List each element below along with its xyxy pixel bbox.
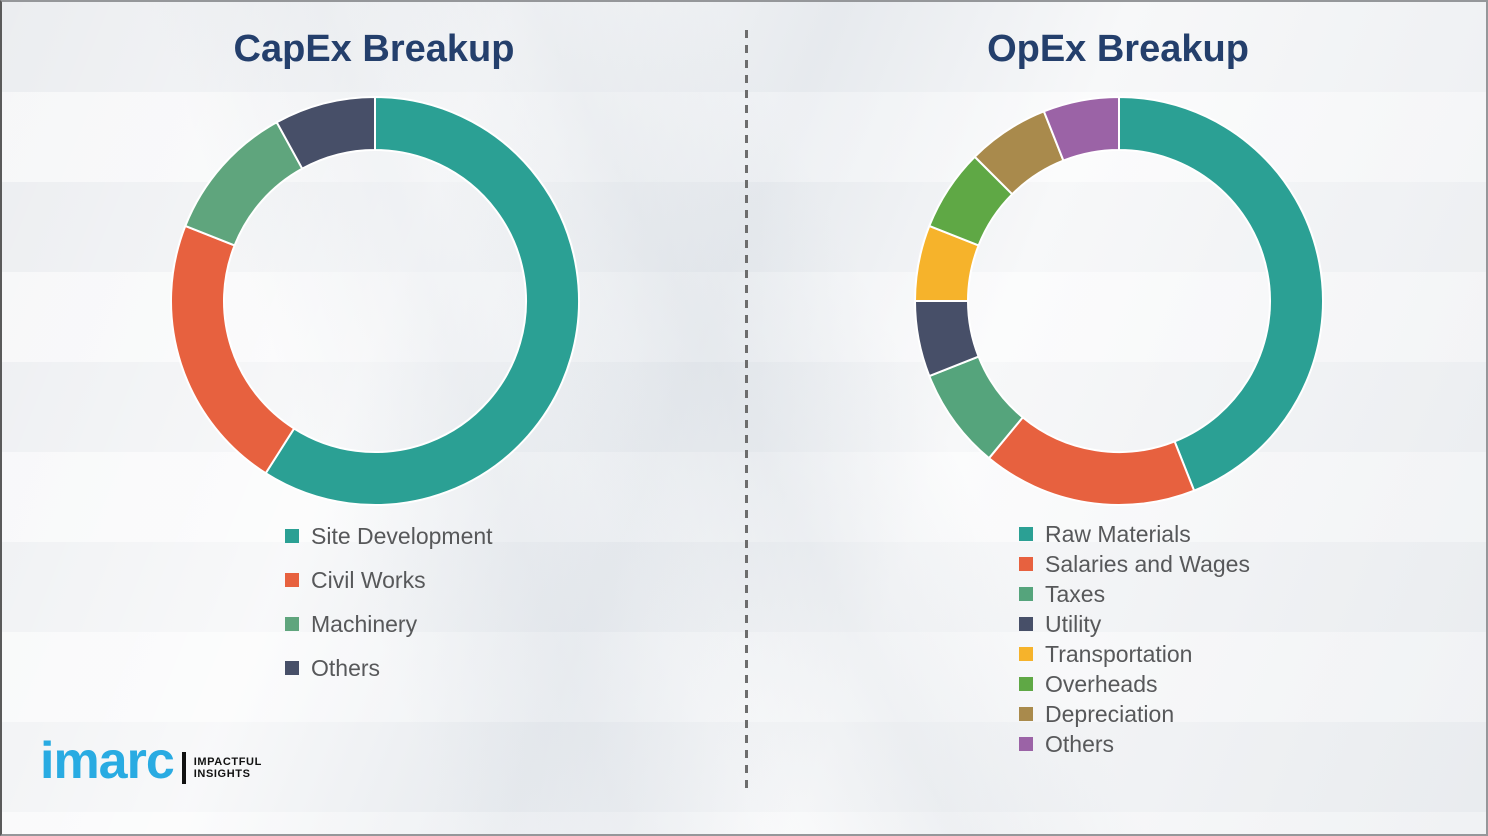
imarc-logo-tagline: IMPACTFUL INSIGHTS: [194, 756, 262, 780]
capex-donut-chart: [170, 96, 580, 506]
legend-swatch-taxes: [1019, 587, 1033, 601]
imarc-logo-tagline-line2: INSIGHTS: [193, 768, 251, 780]
capex-chart-title: CapEx Breakup: [233, 28, 515, 70]
legend-label-utility: Utility: [1045, 610, 1102, 637]
legend-item-transportation: Transportation: [1019, 639, 1250, 669]
legend-item-others: Others: [1019, 729, 1250, 759]
legend-swatch-overheads: [1019, 677, 1033, 691]
legend-label-overheads: Overheads: [1045, 670, 1158, 697]
legend-label-others: Others: [1045, 730, 1115, 757]
capex-legend: Site Development Civil Works Machinery Othe…: [285, 514, 493, 690]
legend-swatch-transportation: [1019, 647, 1033, 661]
dashed-divider: [745, 30, 748, 792]
imarc-logo: imarc IMPACTFUL INSIGHTS: [40, 735, 262, 787]
donut-segment-civil-works: [170, 224, 296, 475]
donut-segment-raw-materials: [1118, 96, 1324, 492]
legend-label-taxes: Taxes: [1045, 580, 1106, 607]
legend-label-depreciation: Depreciation: [1045, 700, 1175, 727]
donut-segment-machinery: [184, 121, 304, 247]
donut-segment-others: [275, 96, 376, 170]
legend-label-transportation: Transportation: [1045, 640, 1193, 667]
legend-item-utility: Utility: [1019, 609, 1250, 639]
legend-item-machinery: Machinery: [285, 602, 493, 646]
legend-swatch-others: [1019, 737, 1033, 751]
legend-item-taxes: Taxes: [1019, 579, 1250, 609]
donut-segment-others: [1042, 96, 1120, 162]
legend-swatch-civil-works: [285, 573, 299, 587]
donut-segment-site-development: [264, 96, 580, 506]
legend-swatch-others: [285, 661, 299, 675]
legend-item-depreciation: Depreciation: [1019, 699, 1250, 729]
legend-label-site-development: Site Development: [311, 522, 493, 549]
opex-chart-title: OpEx Breakup: [987, 28, 1249, 70]
opex-legend: Raw Materials Salaries and Wages Taxes Util…: [1019, 519, 1250, 759]
legend-swatch-salaries-and-wages: [1019, 557, 1033, 571]
opex-donut-chart: [914, 96, 1324, 506]
legend-label-machinery: Machinery: [311, 610, 418, 637]
legend-swatch-depreciation: [1019, 707, 1033, 721]
legend-swatch-raw-materials: [1019, 527, 1033, 541]
legend-item-raw-materials: Raw Materials: [1019, 519, 1250, 549]
legend-label-civil-works: Civil Works: [311, 566, 426, 593]
donut-segment-salaries-and-wages: [987, 416, 1196, 506]
legend-swatch-machinery: [285, 617, 299, 631]
legend-swatch-site-development: [285, 529, 299, 543]
legend-item-site-development: Site Development: [285, 514, 493, 558]
imarc-logo-divider-bar: [181, 752, 186, 784]
imarc-logo-wordmark: imarc: [40, 732, 175, 790]
legend-item-others: Others: [285, 646, 493, 690]
legend-label-salaries-and-wages: Salaries and Wages: [1045, 550, 1250, 577]
legend-label-others: Others: [311, 654, 381, 681]
legend-label-raw-materials: Raw Materials: [1045, 520, 1191, 547]
legend-item-overheads: Overheads: [1019, 669, 1250, 699]
legend-swatch-utility: [1019, 617, 1033, 631]
imarc-logo-tagline-line1: IMPACTFUL: [193, 756, 262, 768]
legend-item-salaries-and-wages: Salaries and Wages: [1019, 549, 1250, 579]
legend-item-civil-works: Civil Works: [285, 558, 493, 602]
